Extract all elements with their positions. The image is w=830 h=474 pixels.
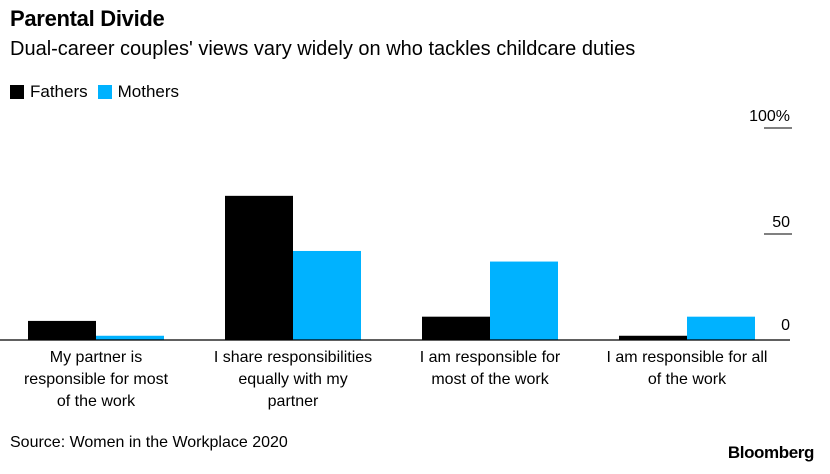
bar-mothers (293, 250, 361, 340)
legend: Fathers Mothers (10, 82, 189, 102)
x-tick-label: I share responsibilities equally with my p… (214, 349, 372, 410)
x-tick-label: My partner is responsible for most of the … (24, 349, 169, 410)
bloomberg-logo: Bloomberg (727, 443, 815, 462)
legend-item-mothers: Mothers (97, 82, 180, 102)
y-tick-label: 0 (781, 317, 790, 334)
x-tick-label: I am responsible for all of the work (607, 349, 768, 388)
bar-fathers (28, 320, 96, 340)
chart-subtitle: Dual-career couples' views vary widely o… (10, 38, 636, 60)
y-tick-label: 100% (749, 108, 790, 125)
bar-fathers (422, 316, 490, 340)
bar-chart: 100% 50 0 My partner is responsible for most… (0, 108, 792, 410)
legend-label-mothers: Mothers (117, 82, 180, 101)
source-note: Source: Women in the Workplace 2020 (10, 434, 288, 451)
bar-mothers (96, 335, 164, 340)
legend-item-fathers: Fathers (10, 82, 88, 102)
legend-swatch-fathers (10, 85, 24, 99)
bar-fathers (225, 195, 293, 340)
bar-mothers (490, 261, 558, 340)
bar-fathers (619, 335, 687, 340)
x-tick-label: I am responsible for most of the work (420, 349, 561, 388)
legend-label-fathers: Fathers (30, 82, 88, 101)
legend-swatch-mothers (97, 85, 112, 99)
bar-mothers (687, 316, 755, 340)
y-tick-label: 50 (772, 214, 790, 231)
chart-title: Parental Divide (10, 6, 165, 31)
